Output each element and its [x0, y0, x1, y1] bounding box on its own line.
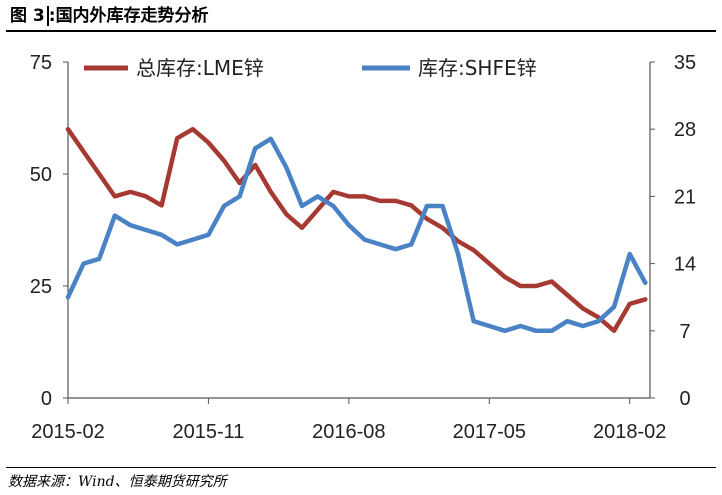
left-tick-label: 0	[41, 388, 52, 410]
right-tick-label: 28	[674, 119, 696, 141]
left-tick-label: 50	[30, 164, 52, 186]
x-tick-label: 2018-02	[593, 421, 666, 443]
series-line-lme	[65, 126, 648, 334]
figure-title-text: 国内外库存走势分析	[55, 6, 209, 26]
legend-lme-label: 总库存:LME锌	[136, 56, 264, 80]
x-tick-label: 2016-08	[312, 421, 385, 443]
x-tick-label: 2015-11	[172, 421, 244, 443]
chart-axes: 0 25 50 75 0 7 14 21 28 35 2015-02 2015-11 2016-08 20…	[30, 52, 696, 443]
legend-shfe-label: 库存:SHFE锌	[418, 56, 537, 80]
x-tick-label: 2017-05	[453, 421, 526, 443]
right-tick-label: 35	[674, 52, 696, 74]
figure-number: 图 3	[10, 6, 49, 26]
x-tick-label: 2015-02	[31, 421, 104, 443]
source-note: 数据来源：Wind、恒泰期货研究所	[8, 474, 227, 490]
right-tick-label: 21	[674, 186, 696, 208]
chart-legend: 总库存:LME锌 库存:SHFE锌	[84, 56, 537, 80]
title-rule	[6, 30, 716, 32]
series-line-shfe	[65, 136, 648, 334]
left-tick-label: 25	[30, 276, 52, 298]
left-tick-label: 75	[30, 52, 52, 74]
figure-title-separator: :	[48, 6, 56, 26]
right-tick-label: 7	[679, 321, 690, 343]
right-tick-label: 0	[679, 388, 690, 410]
right-tick-label: 14	[674, 254, 696, 276]
source-rule	[6, 467, 716, 468]
chart-lines	[65, 126, 648, 334]
figure-title: 图 3:国内外库存走势分析	[10, 4, 209, 28]
